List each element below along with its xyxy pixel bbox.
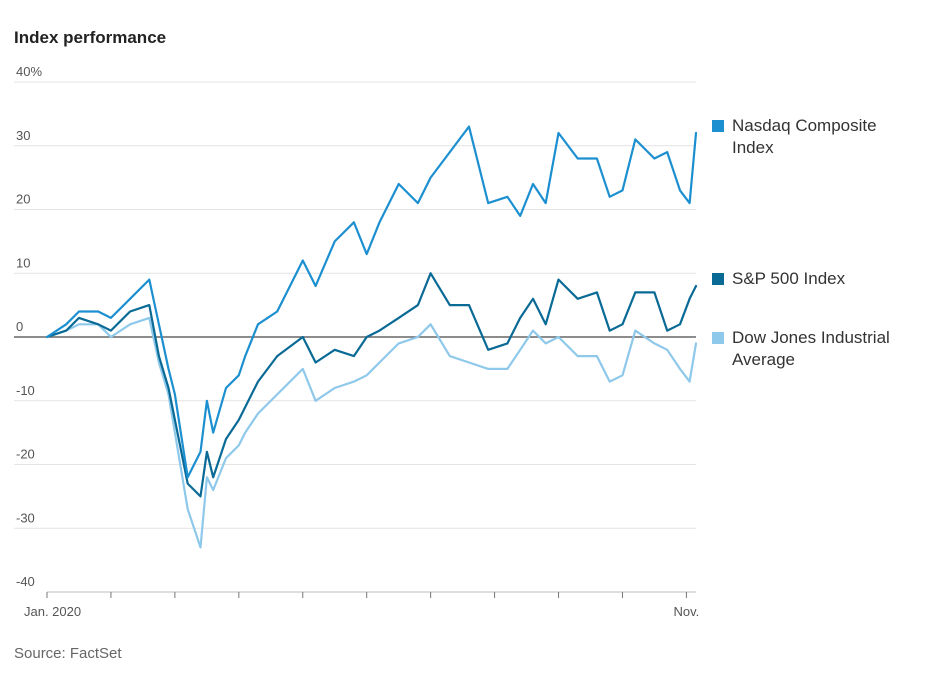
- legend-item: S&P 500 Index: [712, 268, 917, 290]
- legend-swatch: [712, 332, 724, 344]
- y-tick-label: -10: [16, 383, 35, 398]
- series-line-sp500: [45, 272, 698, 498]
- y-tick-label: 40%: [16, 64, 42, 79]
- legend-swatch: [712, 273, 724, 285]
- y-tick-label: 10: [16, 255, 30, 270]
- x-axis: Jan. 2020 Nov.: [24, 591, 700, 619]
- y-tick-label: -20: [16, 447, 35, 462]
- y-tick-label: 20: [16, 192, 30, 207]
- legend-label: S&P 500 Index: [732, 269, 846, 288]
- y-tick-label: -40: [16, 574, 35, 589]
- series-lines: [45, 125, 698, 549]
- legend-item: Dow Jones Industrial Average: [712, 327, 917, 371]
- source-note: Source: FactSet: [14, 645, 122, 662]
- y-tick-label: -30: [16, 510, 35, 525]
- chart-title: Index performance: [14, 28, 167, 47]
- x-tick-label: Jan. 2020: [24, 604, 81, 619]
- y-axis: 40% 30 20 10 0 -10 -20 -30 -40: [16, 64, 42, 589]
- series-line-nasdaq: [45, 125, 698, 479]
- y-tick-label: 0: [16, 319, 23, 334]
- x-tick-label: Nov.: [674, 604, 700, 619]
- y-tick-label: 30: [16, 128, 30, 143]
- legend-label: Nasdaq Composite Index: [732, 116, 877, 157]
- series-line-dow: [45, 316, 698, 549]
- legend-label: Dow Jones Industrial Average: [732, 328, 890, 369]
- gridlines: [14, 81, 696, 529]
- legend-swatch: [712, 120, 724, 132]
- legend-item: Nasdaq Composite Index: [712, 115, 917, 159]
